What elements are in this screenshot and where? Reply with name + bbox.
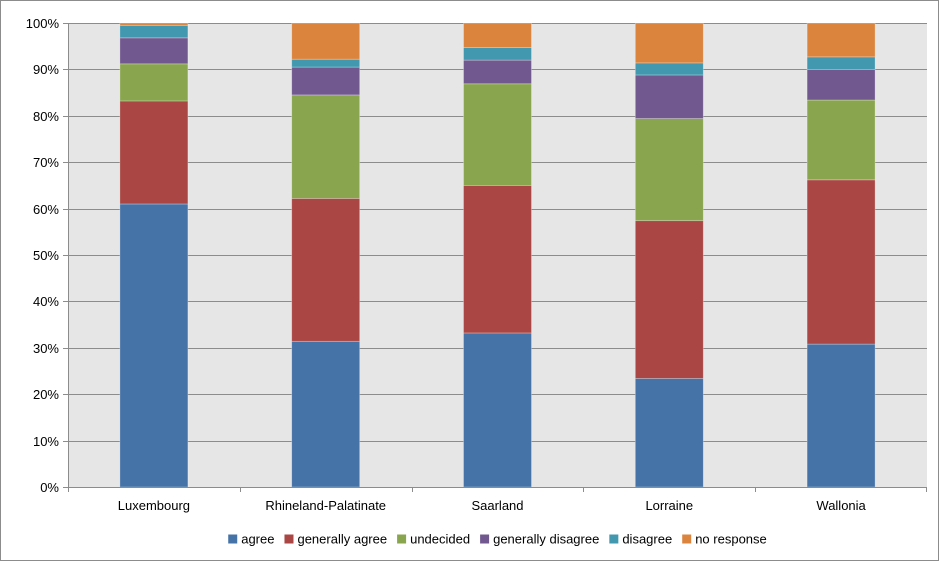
legend-label-generally-agree: generally agree <box>297 532 387 547</box>
bar-segment-no-response-lorraine <box>634 22 704 64</box>
x-tick-label: Luxembourg <box>118 498 190 513</box>
bar-segment-generally-agree-luxembourg <box>119 100 189 205</box>
x-tick-label: Rhineland-Palatinate <box>265 498 386 513</box>
bar-segment-disagree-lorraine <box>634 62 704 76</box>
legend-swatch-disagree <box>609 534 619 544</box>
bar-segment-undecided-wallonia <box>806 99 876 181</box>
y-tick-label: 80% <box>33 109 59 124</box>
bar-segment-generally-disagree-saarland <box>463 59 532 85</box>
legend-label-no-response: no response <box>695 532 767 547</box>
legend-label-generally-disagree: generally disagree <box>493 532 599 547</box>
bar-segment-disagree-rhineland-palatinate <box>291 58 361 68</box>
bar-segment-agree-saarland <box>463 332 532 488</box>
bar-segment-generally-agree-lorraine <box>634 220 704 379</box>
y-tick-label: 50% <box>33 248 59 263</box>
y-tick-label: 40% <box>33 294 59 309</box>
bar-segment-generally-disagree-wallonia <box>806 69 876 101</box>
bar-segment-undecided-lorraine <box>634 118 704 222</box>
y-tick-label: 60% <box>33 202 59 217</box>
bar-segment-generally-agree-saarland <box>463 184 532 334</box>
y-tick-label: 20% <box>33 387 59 402</box>
y-tick-label: 100% <box>26 16 60 31</box>
bar-segment-agree-lorraine <box>634 378 704 488</box>
bar-segment-no-response-luxembourg <box>119 22 189 26</box>
bar-segment-generally-disagree-luxembourg <box>119 37 189 65</box>
bar-segment-disagree-luxembourg <box>119 24 189 39</box>
bar-segment-undecided-luxembourg <box>119 63 189 102</box>
bar-segment-no-response-rhineland-palatinate <box>291 22 361 60</box>
bar-segment-no-response-wallonia <box>806 22 876 58</box>
bar-segment-agree-luxembourg <box>119 203 189 488</box>
legend-swatch-undecided <box>397 534 407 544</box>
y-tick-label: 30% <box>33 341 59 356</box>
legend-swatch-no-response <box>682 534 692 544</box>
bar-segment-generally-agree-rhineland-palatinate <box>291 197 361 342</box>
bar-segment-agree-wallonia <box>806 343 876 488</box>
y-tick-label: 10% <box>33 434 59 449</box>
bar-segment-undecided-rhineland-palatinate <box>291 94 361 199</box>
bar-segment-disagree-saarland <box>463 47 532 61</box>
bar-segment-undecided-saarland <box>463 83 532 186</box>
legend-label-disagree: disagree <box>622 532 672 547</box>
bar-segment-generally-disagree-rhineland-palatinate <box>291 66 361 96</box>
x-tick-label: Lorraine <box>645 498 693 513</box>
bar-segment-agree-rhineland-palatinate <box>291 340 361 488</box>
y-tick-label: 70% <box>33 155 59 170</box>
bar-segment-disagree-wallonia <box>806 56 876 70</box>
bar-segment-generally-disagree-lorraine <box>634 74 704 119</box>
bar-segment-generally-agree-wallonia <box>806 179 876 345</box>
legend-label-undecided: undecided <box>410 532 470 547</box>
legend-swatch-generally-agree <box>284 534 294 544</box>
y-tick-label: 0% <box>40 480 59 495</box>
legend-swatch-generally-disagree <box>480 534 490 544</box>
x-tick-label: Wallonia <box>816 498 866 513</box>
legend-label-agree: agree <box>241 532 274 547</box>
y-tick-label: 90% <box>33 62 59 77</box>
x-tick-label: Saarland <box>471 498 523 513</box>
bar-segment-no-response-saarland <box>463 22 532 48</box>
legend-swatch-agree <box>228 534 238 544</box>
